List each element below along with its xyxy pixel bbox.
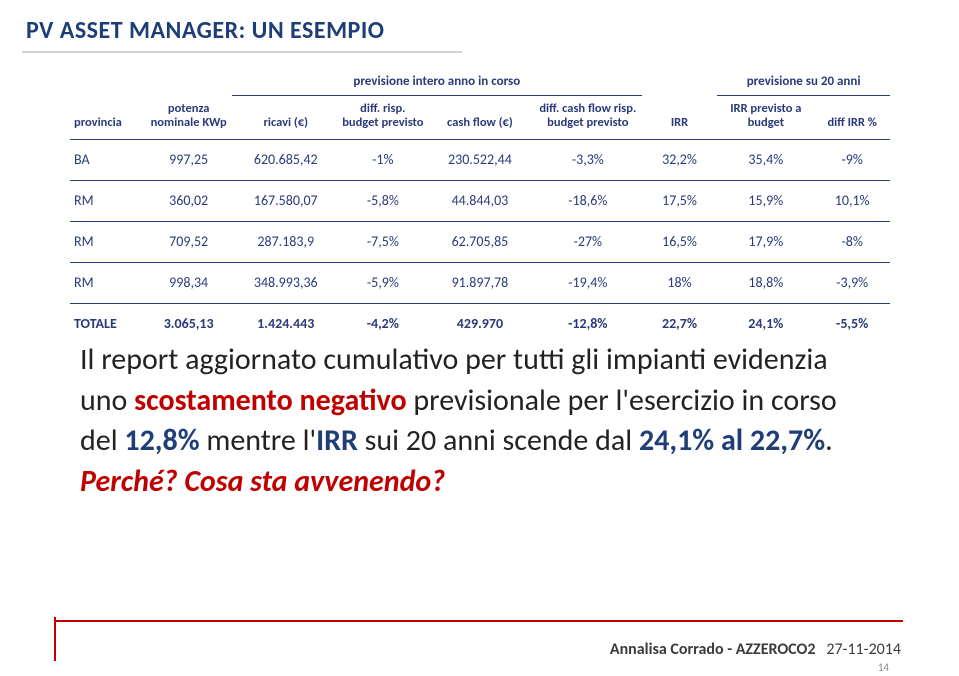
group-gap [642,70,718,96]
cell-total: 3.065,13 [146,303,232,344]
column-header-row: provincia potenza nominale KWp ricavi (€… [70,96,890,140]
cell: 360,02 [146,180,232,221]
table-total-row: TOTALE 3.065,13 1.424.443 -4,2% 429.970 … [70,303,890,344]
col-diff-irr: diff IRR % [814,96,890,140]
cell: -5,8% [340,180,426,221]
footer-rule [56,620,903,622]
cell: 997,25 [146,139,232,180]
table-row: RM 360,02 167.580,07 -5,8% 44.844,03 -18… [70,180,890,221]
col-diff-cashflow: diff. cash flow risp. budget previsto [534,96,642,140]
body-text-3: mentre l' [200,422,316,459]
cell: 32,2% [642,139,718,180]
cell: 62.705,85 [426,221,534,262]
cell-total: 24,1% [717,303,814,344]
col-potenza: potenza nominale KWp [146,96,232,140]
cell: 998,34 [146,262,232,303]
cell: -3,3% [534,139,642,180]
footer-date-text: 27-11-2014 [826,640,901,659]
cell: 620.685,42 [232,139,340,180]
footer-author: Annalisa Corrado - AZZEROCO2 27-11-2014 [610,640,901,659]
cell-total: 429.970 [426,303,534,344]
cell: -27% [534,221,642,262]
table-row: RM 998,34 348.993,36 -5,9% 91.897,78 -19… [70,262,890,303]
body-text-4: sui 20 anni scende dal [358,422,639,459]
cell: 709,52 [146,221,232,262]
table-row: BA 997,25 620.685,42 -1% 230.522,44 -3,3… [70,139,890,180]
group-current-year: previsione intero anno in corso [232,70,642,96]
slide: PV ASSET MANAGER: UN ESEMPIO previsione … [0,0,959,676]
title-band: PV ASSET MANAGER: UN ESEMPIO [22,14,462,53]
body-accent-pct: 12,8% [124,422,199,459]
table-row: RM 709,52 287.183,9 -7,5% 62.705,85 -27%… [70,221,890,262]
cell: RM [70,180,146,221]
cell: RM [70,221,146,262]
cell: 15,9% [717,180,814,221]
cell: 16,5% [642,221,718,262]
cell: 287.183,9 [232,221,340,262]
col-irr-budget: IRR previsto a budget [717,96,814,140]
body-accent-negative: scostamento negativo [134,382,406,419]
col-provincia: provincia [70,96,146,140]
cell-total: 22,7% [642,303,718,344]
cell-total: -12,8% [534,303,642,344]
cell: 18% [642,262,718,303]
col-diff-budget: diff. risp. budget previsto [340,96,426,140]
cell: -8% [814,221,890,262]
cell-total: -4,2% [340,303,426,344]
cell: -7,5% [340,221,426,262]
cell: 167.580,07 [232,180,340,221]
cell-total: TOTALE [70,303,146,344]
page-title: PV ASSET MANAGER: UN ESEMPIO [26,16,384,45]
body-accent-range: 24,1% al 22,7% [639,422,825,459]
body-paragraph: Il report aggiornato cumulativo per tutt… [80,340,880,502]
table-body: BA 997,25 620.685,42 -1% 230.522,44 -3,3… [70,139,890,344]
cell: 17,9% [717,221,814,262]
footer-tick [54,617,56,661]
cell: 230.522,44 [426,139,534,180]
cell: -3,9% [814,262,890,303]
cell: RM [70,262,146,303]
cell: -9% [814,139,890,180]
cell: 44.844,03 [426,180,534,221]
cell: -5,9% [340,262,426,303]
cell: -19,4% [534,262,642,303]
cell: BA [70,139,146,180]
footer-author-text: Annalisa Corrado - AZZEROCO2 [610,640,816,659]
cell: 10,1% [814,180,890,221]
report-table-wrap: previsione intero anno in corso previsio… [70,70,890,344]
body-question: Perché? Cosa sta avvenendo? [80,463,445,500]
footer-page-num: 14 [878,661,889,674]
group-header-row: previsione intero anno in corso previsio… [70,70,890,96]
group-20-years: previsione su 20 anni [717,70,890,96]
report-table: previsione intero anno in corso previsio… [70,70,890,344]
col-irr: IRR [642,96,718,140]
cell: -18,6% [534,180,642,221]
col-cashflow: cash flow (€) [426,96,534,140]
body-accent-irr: IRR [316,422,358,459]
col-ricavi: ricavi (€) [232,96,340,140]
cell: 35,4% [717,139,814,180]
body-text-5: . [825,422,833,459]
cell: 348.993,36 [232,262,340,303]
cell: -1% [340,139,426,180]
group-blank [70,70,232,96]
cell-total: -5,5% [814,303,890,344]
cell-total: 1.424.443 [232,303,340,344]
cell: 18,8% [717,262,814,303]
cell: 17,5% [642,180,718,221]
cell: 91.897,78 [426,262,534,303]
